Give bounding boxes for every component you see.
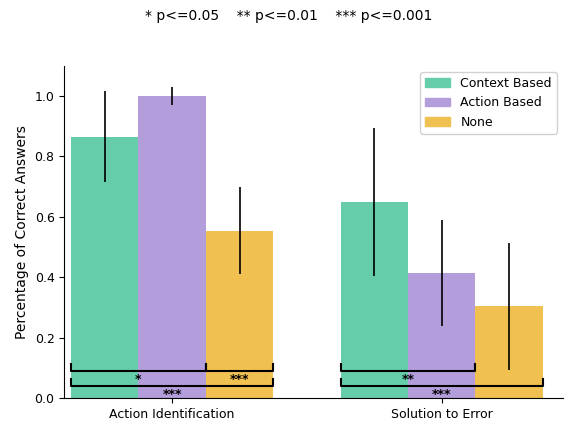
Text: ***: *** [432,388,451,401]
Text: *: * [135,373,142,385]
Bar [71,137,138,398]
Bar [138,96,206,398]
Bar [206,231,273,398]
Bar [475,306,543,398]
Text: ***: *** [229,373,249,385]
Legend: Context Based, Action Based, None: Context Based, Action Based, None [420,72,557,133]
Text: * p<=0.05    ** p<=0.01    *** p<=0.001: * p<=0.05 ** p<=0.01 *** p<=0.001 [145,9,433,23]
Text: ***: *** [162,388,182,401]
Bar [340,202,408,398]
Bar [408,273,475,398]
Y-axis label: Percentage of Correct Answers: Percentage of Correct Answers [15,125,29,339]
Text: **: ** [402,373,414,385]
